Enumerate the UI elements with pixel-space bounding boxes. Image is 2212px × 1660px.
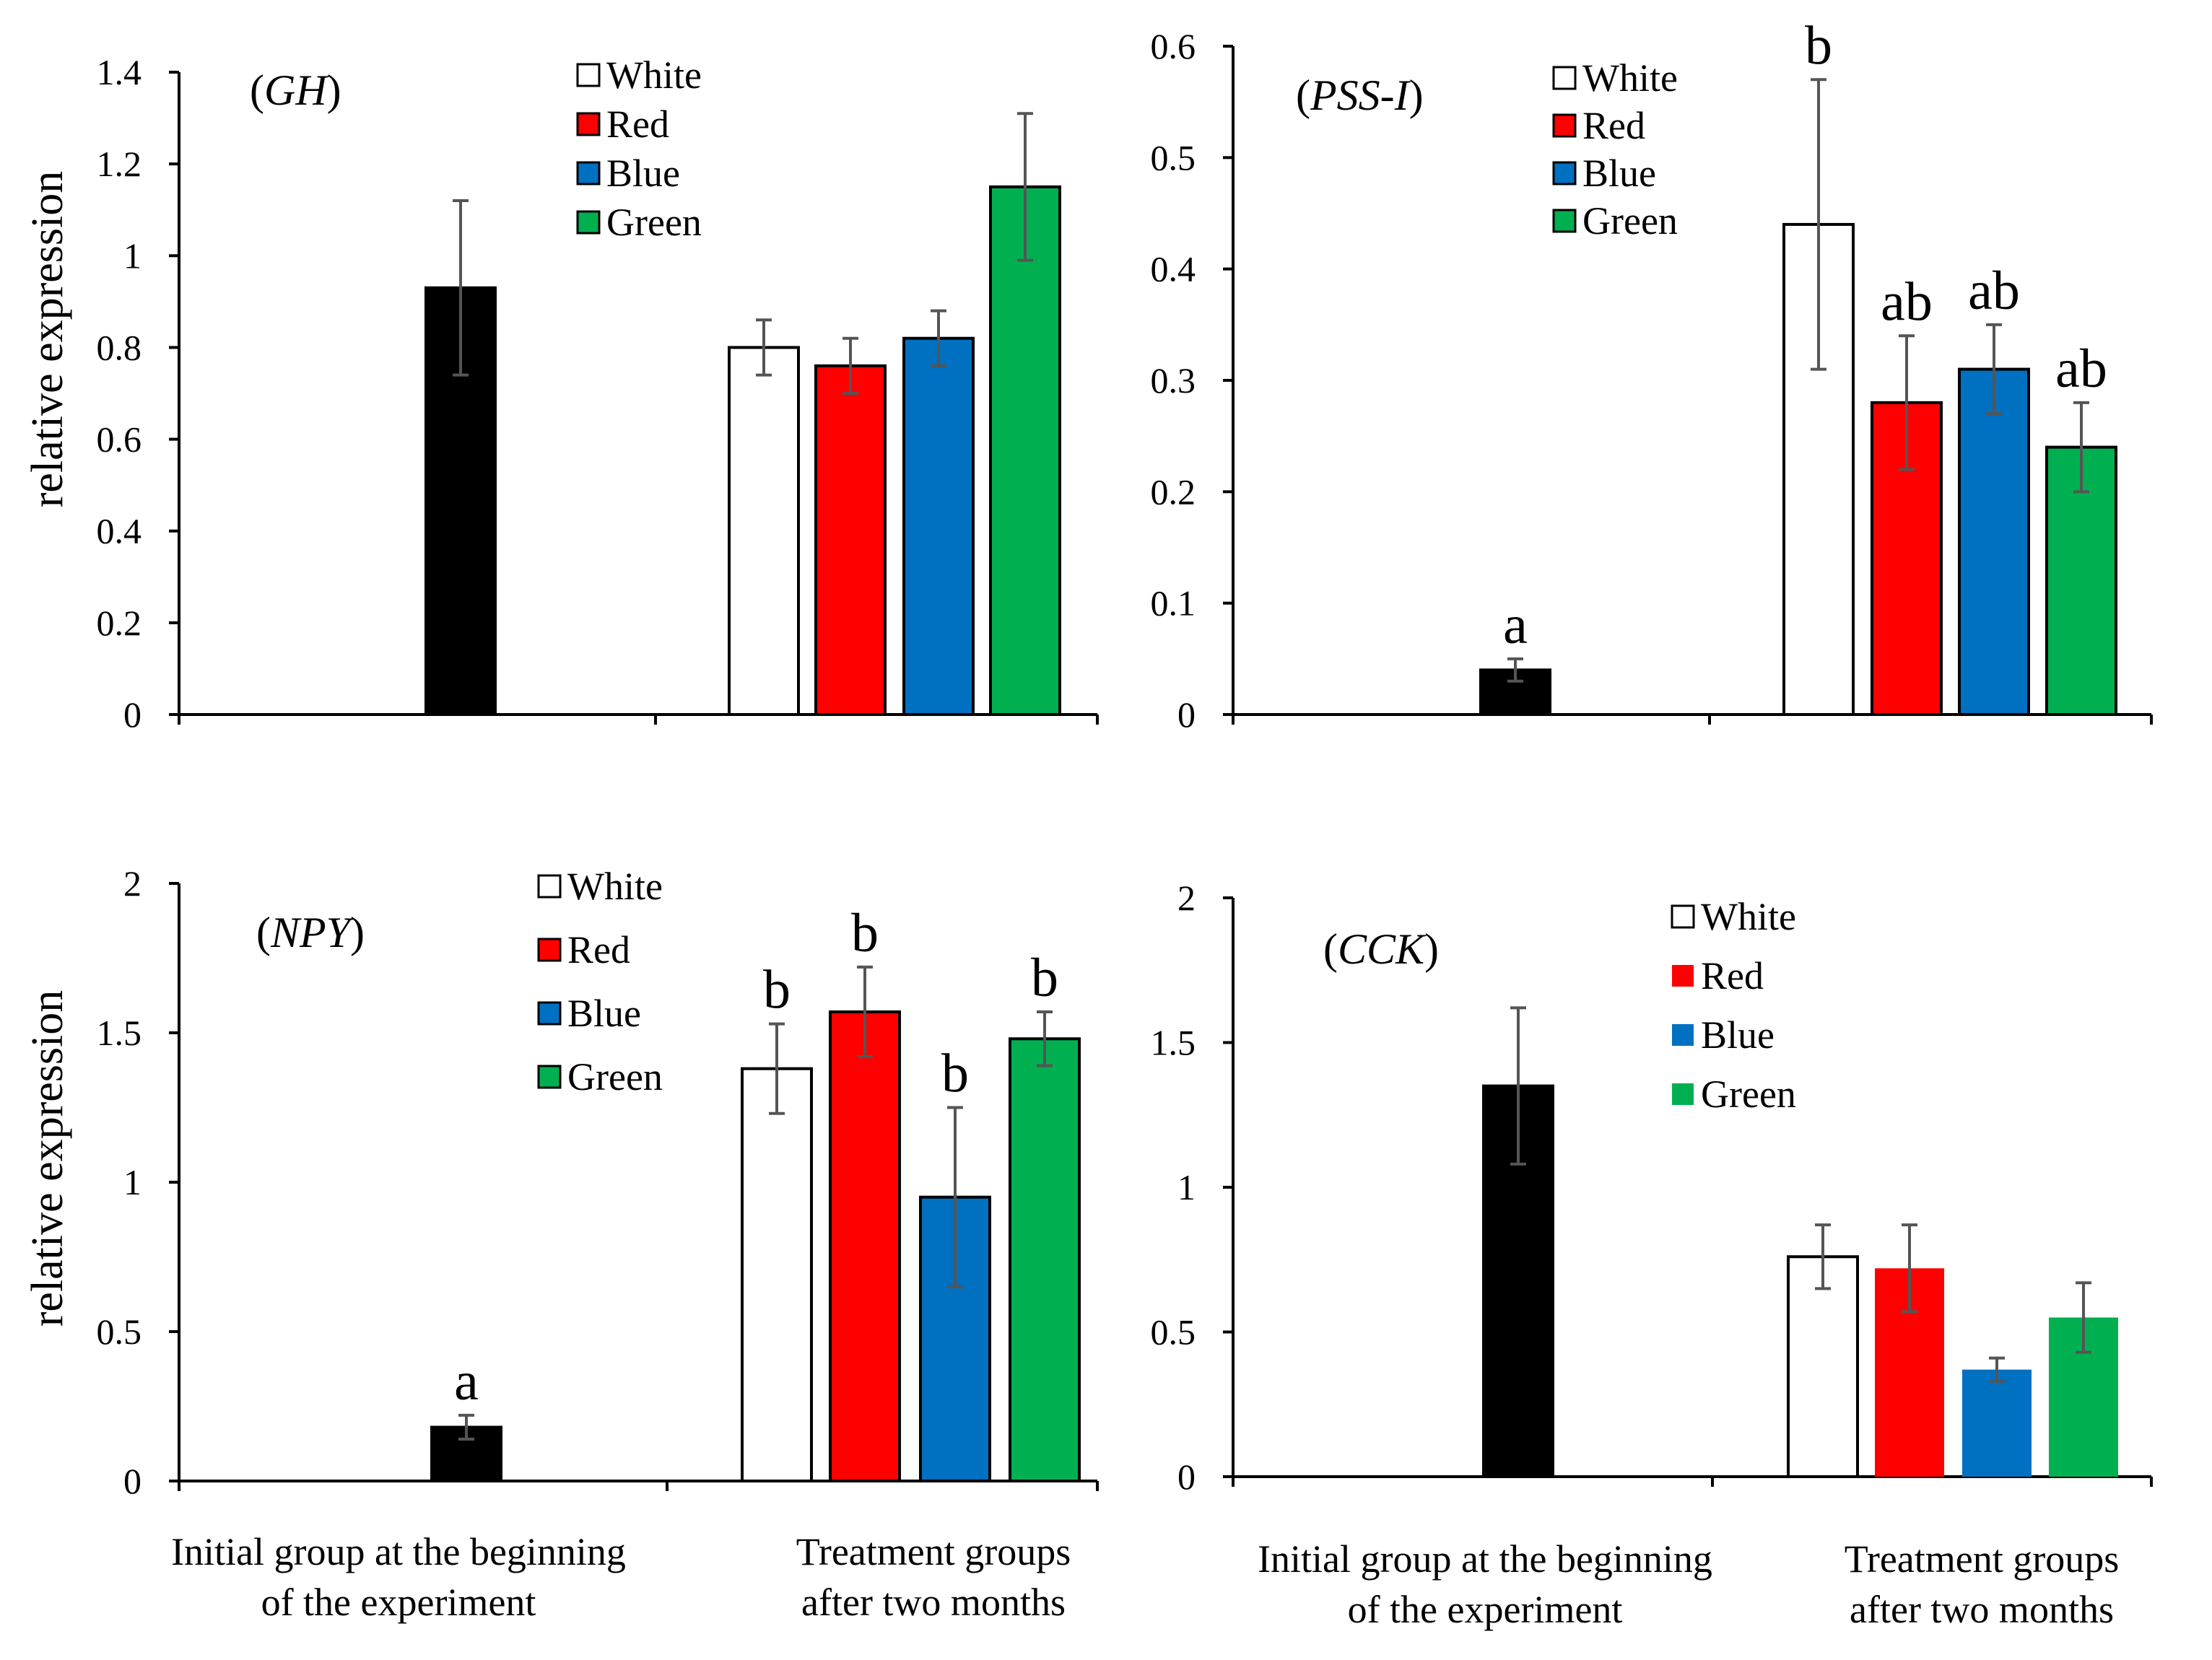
legend-swatch-green: [1672, 1083, 1694, 1105]
group-label-treatment-line2-left: after two months: [801, 1581, 1066, 1624]
group-label-initial-line1-left: Initial group at the beginning: [171, 1530, 626, 1573]
significance-letter: ab: [1968, 261, 2020, 321]
y-tick-label: 0.1: [1151, 583, 1196, 624]
legend-label-blue: Blue: [1701, 1013, 1775, 1057]
y-tick-label: 0: [1177, 694, 1196, 735]
gene-title: (GH): [250, 66, 341, 114]
legend-swatch-red: [576, 112, 601, 136]
bar-red: [829, 1010, 901, 1482]
group-label-initial-line2-right: of the experiment: [1348, 1588, 1623, 1631]
bar-red: [814, 364, 887, 716]
y-tick-label: 1: [1177, 1167, 1196, 1207]
legend-label-blue: Blue: [567, 992, 641, 1035]
legend-label-red: Red: [1582, 104, 1645, 147]
y-tick-label: 1.2: [97, 144, 142, 184]
legend-label-red: Red: [567, 928, 630, 971]
y-tick-label: 0.8: [97, 327, 142, 367]
bar-initial: [424, 286, 497, 716]
y-tick-label: 0: [1177, 1456, 1196, 1497]
legend-label-green: Green: [1582, 199, 1678, 243]
bar-blue: [902, 336, 975, 716]
y-tick-label: 2: [1177, 878, 1196, 918]
y-tick-label: 0: [123, 694, 141, 735]
gene-title: (CCK): [1323, 925, 1439, 973]
legend-swatch-white: [1552, 66, 1577, 90]
significance-letter: b: [941, 1044, 969, 1104]
y-tick-label: 1.5: [1151, 1023, 1196, 1063]
legend-swatch-white: [576, 63, 601, 87]
bar-green: [989, 185, 1061, 716]
legend-swatch-green: [576, 210, 601, 235]
legend-swatch-blue: [576, 161, 601, 185]
y-tick-label: 0.6: [1151, 26, 1196, 66]
legend-swatch-red: [537, 938, 562, 962]
group-label-initial-line1-right: Initial group at the beginning: [1258, 1537, 1712, 1581]
legend-label-green: Green: [606, 201, 702, 244]
bar-blue: [1962, 1369, 2032, 1477]
y-tick-label: 2: [123, 863, 141, 904]
bar-green: [2045, 445, 2117, 716]
legend-swatch-red: [1552, 113, 1577, 138]
legend-swatch-white: [1671, 904, 1695, 929]
y-tick-label: 0: [123, 1461, 141, 1501]
legend-label-red: Red: [1701, 954, 1764, 997]
legend-label-white: White: [567, 865, 663, 908]
significance-letter: a: [454, 1351, 479, 1412]
y-tick-label: 0.2: [97, 603, 142, 643]
panel-cck: 0 0.5 1 1.5 2 (CCK) White Red Blue Green: [1151, 878, 2153, 1497]
significance-letter: ab: [2055, 338, 2107, 399]
y-tick-label: 0.5: [1151, 137, 1196, 178]
y-tick-label: 1.4: [97, 52, 142, 92]
legend-label-red: Red: [606, 102, 669, 146]
legend-label-white: White: [606, 53, 702, 97]
legend-label-white: White: [1582, 56, 1678, 100]
legend-swatch-blue: [1672, 1024, 1694, 1046]
legend-label-green: Green: [1701, 1073, 1796, 1116]
significance-letter: b: [851, 903, 879, 964]
significance-letter: b: [1805, 15, 1832, 76]
y-tick-label: 0.5: [97, 1311, 142, 1352]
significance-letter: a: [1503, 595, 1528, 655]
y-tick-label: 0.5: [1151, 1312, 1196, 1353]
y-tick-label: 1: [123, 1162, 141, 1202]
y-axis-label-top: relative expression: [23, 171, 72, 508]
y-tick-label: 0.4: [97, 511, 142, 551]
legend-swatch-white: [537, 874, 562, 899]
bar-green: [1009, 1037, 1081, 1482]
significance-letter: ab: [1881, 271, 1933, 332]
legend-swatch-green: [537, 1065, 562, 1089]
group-label-initial-line2-left: of the experiment: [261, 1581, 536, 1624]
group-label-treatment-line1-right: Treatment groups: [1845, 1537, 2119, 1581]
significance-letter: b: [763, 960, 791, 1021]
y-tick-label: 0.2: [1151, 471, 1196, 512]
bar-white: [741, 1067, 813, 1483]
significance-letter: b: [1031, 948, 1058, 1008]
gene-title: (PSS-I): [1296, 71, 1424, 119]
legend-swatch-blue: [1552, 161, 1577, 185]
legend-label-blue: Blue: [606, 152, 680, 195]
group-label-treatment-line2-right: after two months: [1850, 1588, 2114, 1631]
gene-title: (NPY): [256, 909, 365, 956]
legend-swatch-green: [1552, 209, 1577, 233]
legend-swatch-red: [1672, 965, 1694, 987]
y-tick-label: 1: [123, 235, 141, 276]
bar-blue: [1958, 367, 2030, 716]
bar-white: [728, 346, 800, 716]
legend-label-white: White: [1701, 895, 1796, 938]
panel-gh: 0 0.2 0.4 0.6 0.8 1 1.2 1.4 (GH) White Red Blue Gree…: [97, 52, 1099, 735]
y-tick-label: 1.5: [97, 1013, 142, 1053]
y-tick-label: 0.4: [1151, 249, 1196, 289]
legend-label-green: Green: [567, 1055, 663, 1098]
y-tick-label: 0.6: [97, 419, 142, 460]
legend-swatch-blue: [537, 1001, 562, 1026]
group-label-treatment-line1-left: Treatment groups: [796, 1530, 1071, 1573]
y-tick-label: 0.3: [1151, 360, 1196, 401]
legend-label-blue: Blue: [1582, 152, 1656, 195]
y-axis-label-bottom: relative expression: [23, 990, 72, 1327]
